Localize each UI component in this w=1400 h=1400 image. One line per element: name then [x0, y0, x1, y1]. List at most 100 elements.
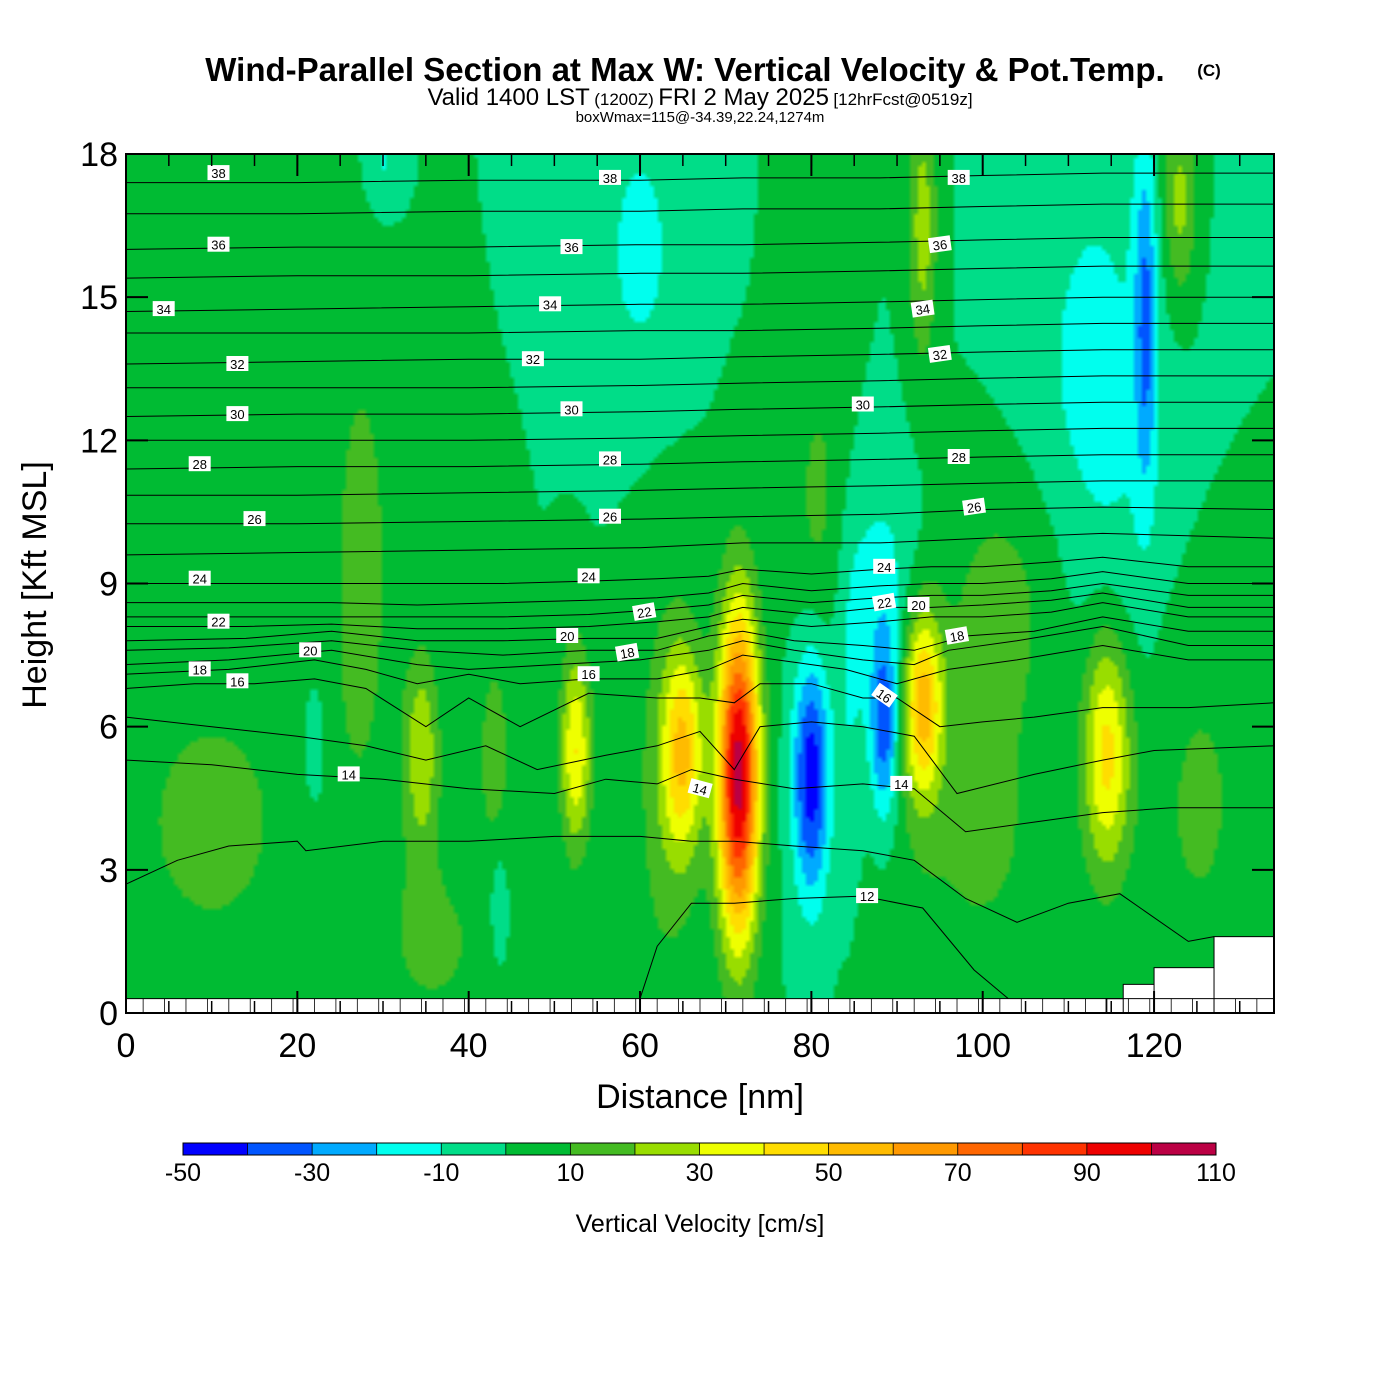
contour-label-text: 34 [543, 297, 557, 312]
theta-contour-12 [639, 895, 1009, 1000]
contour-label-box [599, 451, 621, 467]
contour-label-box [632, 602, 657, 621]
contour-label-text: 38 [951, 171, 965, 186]
colorbar-tick-label: 90 [1073, 1159, 1101, 1187]
potential-temperature-contours [126, 172, 1274, 1000]
contour-label-box [907, 597, 930, 612]
contour-label: 12 [856, 888, 879, 904]
colorbar-swatch [634, 1143, 700, 1155]
theta-contour-27 [126, 480, 1274, 496]
contour-label: 38 [207, 165, 230, 181]
contour-label-text: 38 [603, 171, 617, 186]
theta-contour-36 [126, 237, 1274, 250]
theta-contour-31 [126, 375, 1274, 389]
contour-label-box [687, 778, 713, 799]
contour-label: 34 [539, 296, 562, 312]
contour-label: 16 [226, 673, 249, 689]
contour-label: 24 [873, 558, 896, 575]
colorbar-tick-label: 110 [1196, 1159, 1236, 1187]
contour-label: 20 [907, 597, 930, 613]
theta-contour-38 [126, 172, 1274, 184]
contour-label-text: 30 [230, 407, 244, 422]
contour-label: 36 [560, 239, 583, 255]
contour-label-text: 16 [874, 686, 894, 707]
contour-label-text: 14 [894, 777, 908, 792]
contour-label: 28 [188, 456, 211, 472]
contour-label-box [871, 682, 898, 708]
colorbar-swatch [183, 1143, 249, 1155]
contour-label-box [856, 888, 879, 904]
contour-label-box [226, 406, 249, 422]
contour-label-text: 16 [581, 667, 595, 682]
contour-label: 20 [299, 642, 322, 658]
subtitle-forecast: [12hrFcst@0519z] [833, 90, 972, 109]
y-tick-label: 12 [80, 422, 118, 460]
subtitle-zulu: (1200Z) [594, 90, 654, 109]
theta-contour-37 [126, 203, 1274, 215]
contour-label-box [539, 296, 562, 312]
contour-label: 22 [871, 592, 897, 612]
copyright-mark: (C) [1197, 61, 1221, 80]
contour-label-box [207, 613, 230, 629]
colorbar-tick-label: 70 [944, 1159, 972, 1187]
contour-label-box [927, 235, 952, 254]
contour-label: 18 [944, 626, 970, 645]
contour-label-text: 28 [192, 457, 206, 472]
contour-label-box [207, 165, 230, 181]
colorbar-swatch [957, 1143, 1023, 1155]
contour-label: 24 [188, 570, 211, 587]
contour-label-text: 36 [564, 240, 578, 255]
contour-label-box [890, 775, 913, 791]
colorbar-swatch [1022, 1143, 1088, 1155]
contour-label-box [927, 344, 952, 363]
y-axis-title: Height [Kft MSL] [16, 461, 54, 709]
x-tick-label: 0 [117, 1027, 136, 1065]
contour-label-box [521, 351, 544, 367]
theta-contour-23 [126, 571, 1274, 606]
contour-label-box [560, 239, 583, 255]
contour-label-box [226, 673, 249, 689]
contour-label: 18 [188, 661, 211, 677]
contour-label: 26 [962, 497, 986, 516]
y-tick-label: 15 [80, 279, 118, 317]
x-tick-label: 40 [450, 1027, 488, 1065]
contour-label-text: 22 [636, 604, 653, 621]
theta-contour-20 [126, 602, 1274, 642]
theta-contour-26 [126, 506, 1274, 525]
contour-label-text: 32 [932, 346, 948, 363]
contour-label-text: 16 [230, 674, 244, 689]
contour-label: 14 [687, 778, 713, 799]
contour-label: 30 [226, 406, 249, 422]
theta-contour-22 [126, 582, 1274, 618]
contour-label-box [599, 169, 621, 185]
contour-label-text: 24 [192, 572, 206, 587]
contour-label: 14 [890, 775, 913, 792]
colorbar-swatch [441, 1143, 507, 1155]
contour-label-box [226, 356, 249, 371]
contour-label-text: 14 [341, 767, 355, 782]
colorbar: -50 -30 -10 10 30 50 70 90 110 [165, 1142, 1236, 1187]
contour-label-text: 18 [949, 628, 966, 645]
contour-label-box [337, 766, 360, 782]
theta-contour-17 [126, 644, 1274, 685]
contour-label-box [577, 568, 600, 584]
contour-label-box [873, 558, 896, 574]
contour-label-text: 26 [247, 512, 261, 527]
contour-label-box [851, 396, 874, 412]
colorbar-swatch [1086, 1143, 1152, 1155]
chart-subtitle: Valid 1400 LST (1200Z) FRI 2 May 2025 [1… [427, 84, 972, 111]
contour-label: 22 [632, 602, 657, 621]
contour-label: 18 [614, 642, 640, 662]
contour-label-text: 32 [526, 352, 540, 367]
contour-label: 32 [521, 351, 544, 367]
contour-label-box [944, 626, 970, 645]
x-tick-label: 80 [792, 1027, 830, 1065]
contour-label-box [188, 661, 211, 677]
colorbar-swatch [699, 1143, 765, 1155]
y-tick-label: 6 [99, 709, 118, 747]
contour-label: 26 [243, 511, 266, 527]
colorbar-tick-label: 30 [686, 1159, 714, 1187]
theta-contour-21 [126, 592, 1274, 630]
contour-label: 24 [577, 568, 600, 584]
